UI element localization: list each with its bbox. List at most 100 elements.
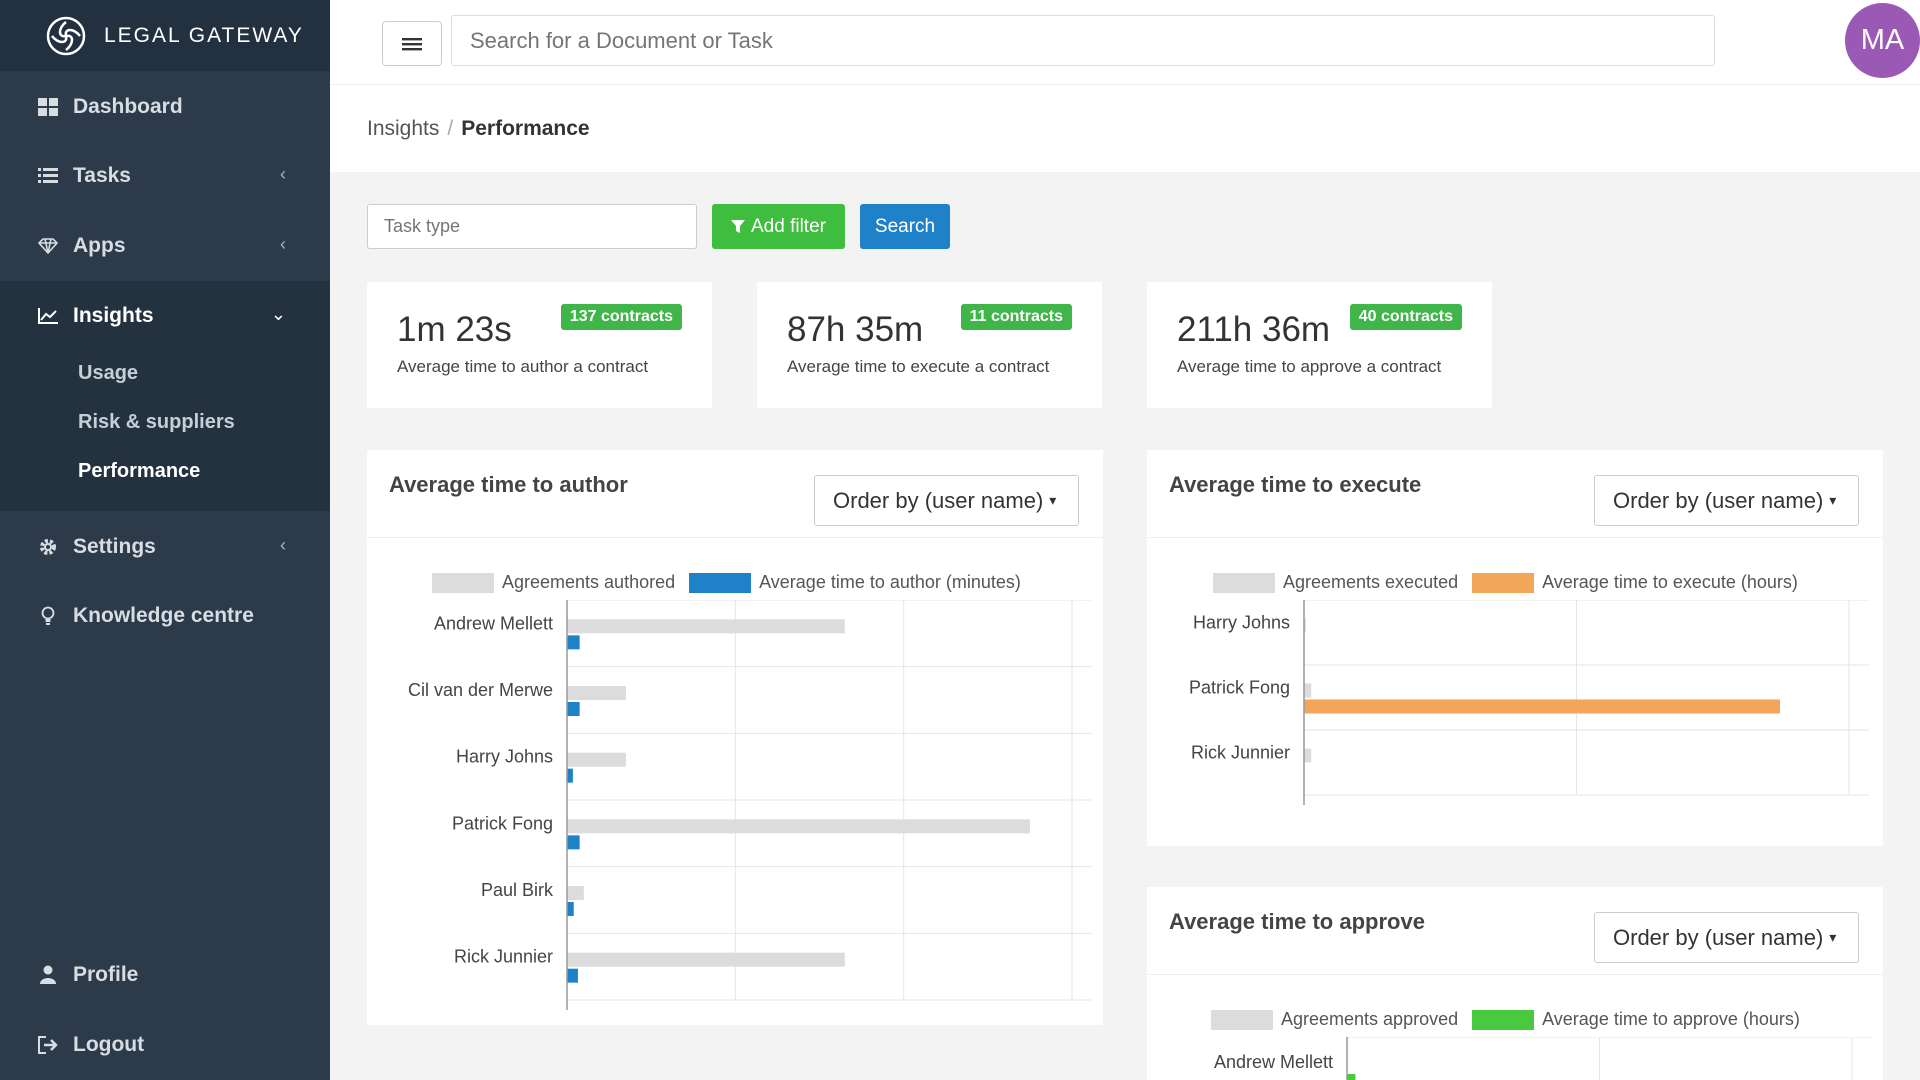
category-label: Harry Johns <box>1193 613 1290 633</box>
nav-settings[interactable]: Settings ‹ <box>0 527 330 567</box>
order-by-dropdown[interactable]: Order by (user name) ▾ <box>1594 475 1859 526</box>
nav-settings-label: Settings <box>73 535 156 558</box>
breadcrumb: Insights / Performance <box>367 117 590 140</box>
bar-average-time-to-author-minutes- <box>567 635 580 650</box>
chart-legend: Agreements authored Average time to auth… <box>432 572 1035 593</box>
breadcrumb-bar: Insights / Performance <box>330 84 1920 172</box>
panel-author: Average time to author Order by (user na… <box>367 450 1103 1025</box>
hamburger-icon <box>402 37 422 50</box>
caret-down-icon: ▾ <box>1829 492 1837 508</box>
brand-name: LEGAL GATEWAY <box>104 23 304 47</box>
contracts-badge: 11 contracts <box>960 304 1072 330</box>
lightbulb-icon <box>37 605 59 627</box>
category-label: Cil van der Merwe <box>408 680 553 700</box>
nav-dashboard[interactable]: Dashboard <box>0 87 330 127</box>
caret-down-icon: ▾ <box>1829 929 1837 945</box>
bar-average-time-to-approve-hours- <box>1347 1074 1356 1080</box>
diamond-icon <box>37 235 59 257</box>
bar-average-time-to-author-minutes- <box>567 902 574 916</box>
dashboard-icon <box>37 96 59 118</box>
gear-icon <box>37 536 59 558</box>
stat-label: Average time to author a contract <box>397 357 649 376</box>
chevron-left-icon: ‹ <box>280 535 286 555</box>
bar-agreements-authored <box>567 752 626 767</box>
breadcrumb-current: Performance <box>461 117 590 140</box>
panel-title: Average time to approve <box>1169 909 1425 934</box>
contracts-badge: 40 contracts <box>1349 304 1462 330</box>
panel-title: Average time to author <box>389 472 628 497</box>
panel-approve: Average time to approve Order by (user n… <box>1147 887 1883 1080</box>
stat-card-approve: 211h 36m 40 contracts Average time to ap… <box>1147 282 1492 408</box>
category-label: Paul Birk <box>481 880 554 900</box>
category-label: Andrew Mellett <box>434 613 553 633</box>
order-by-label: Order by (user name) <box>833 487 1044 513</box>
line-chart-icon <box>37 305 59 327</box>
stat-card-author: 1m 23s 137 contracts Average time to aut… <box>367 282 712 408</box>
legend-label: Average time to execute (hours) <box>1542 572 1798 592</box>
bar-average-time-to-execute-hours- <box>1304 699 1780 714</box>
chevron-left-icon: ‹ <box>280 164 286 184</box>
chevron-left-icon: ‹ <box>280 234 286 254</box>
chevron-down-icon: ⌄ <box>270 304 286 324</box>
caret-down-icon: ▾ <box>1049 492 1057 508</box>
execute-chart: Harry Johns Patrick Fong Rick Junnier <box>1189 600 1869 805</box>
nav-knowledge-label: Knowledge centre <box>73 604 254 627</box>
hamburger-menu-button[interactable] <box>382 21 442 66</box>
bar-agreements-authored <box>567 886 584 900</box>
nav-usage[interactable]: Usage <box>78 362 139 384</box>
nav-apps-label: Apps <box>73 234 126 257</box>
filter-icon <box>731 219 745 233</box>
legend-label: Agreements executed <box>1283 572 1459 592</box>
list-icon <box>37 165 59 187</box>
category-label: Harry Johns <box>456 747 553 767</box>
stat-value: 87h 35m <box>787 310 924 349</box>
category-label: Rick Junnier <box>1191 743 1290 763</box>
user-icon <box>37 964 59 986</box>
bar-average-time-to-author-minutes- <box>567 768 573 783</box>
task-type-input[interactable] <box>367 204 697 249</box>
order-by-dropdown[interactable]: Order by (user name) ▾ <box>1594 912 1859 963</box>
chart-legend: Agreements executed Average time to exec… <box>1213 572 1812 593</box>
nav-risk-suppliers[interactable]: Risk & suppliers <box>78 411 235 433</box>
insights-group: Insights ⌄ Usage Risk & suppliers Perfor… <box>0 281 330 511</box>
nav-profile-label: Profile <box>73 963 139 986</box>
add-filter-button[interactable]: Add filter <box>712 204 845 249</box>
logout-icon <box>37 1034 59 1056</box>
nav-performance[interactable]: Performance <box>78 460 201 482</box>
legend-swatch <box>1472 1009 1535 1030</box>
legend-label: Agreements approved <box>1281 1009 1459 1029</box>
legend-label: Average time to author (minutes) <box>759 572 1021 592</box>
bar-average-time-to-author-minutes- <box>567 835 580 850</box>
stat-card-execute: 87h 35m 11 contracts Average time to exe… <box>757 282 1102 408</box>
order-by-dropdown[interactable]: Order by (user name) ▾ <box>814 475 1079 526</box>
nav-tasks[interactable]: Tasks ‹ <box>0 156 330 196</box>
stat-label: Average time to approve a contract <box>1177 357 1442 376</box>
bar-average-time-to-author-minutes- <box>567 702 580 716</box>
bar-average-time-to-author-minutes- <box>567 968 578 983</box>
nav-insights-label: Insights <box>73 304 154 327</box>
nav-profile[interactable]: Profile <box>0 955 330 995</box>
nav-insights[interactable]: Insights ⌄ <box>0 296 330 336</box>
nav-apps[interactable]: Apps ‹ <box>0 226 330 266</box>
search-input[interactable] <box>451 15 1715 66</box>
bar-agreements-executed <box>1304 748 1312 763</box>
sidebar: LEGAL GATEWAY Dashboard Tasks ‹ Apps ‹ I… <box>0 0 330 1080</box>
stat-label: Average time to execute a contract <box>787 357 1050 376</box>
brand-logo-icon <box>46 16 86 55</box>
brand[interactable]: LEGAL GATEWAY <box>0 0 330 71</box>
legend-label: Agreements authored <box>502 572 676 592</box>
category-label: Rick Junnier <box>454 947 553 967</box>
topbar: MA <box>330 0 1920 84</box>
avatar[interactable]: MA <box>1845 3 1920 78</box>
stat-value: 1m 23s <box>397 310 512 349</box>
search-button[interactable]: Search <box>860 204 950 249</box>
legend-swatch <box>432 572 494 593</box>
nav-knowledge-centre[interactable]: Knowledge centre <box>0 596 330 636</box>
bar-agreements-authored <box>567 952 845 967</box>
panel-execute: Average time to execute Order by (user n… <box>1147 450 1883 846</box>
nav-logout[interactable]: Logout <box>0 1025 330 1065</box>
breadcrumb-insights[interactable]: Insights <box>367 117 440 140</box>
category-label: Patrick Fong <box>452 813 553 833</box>
approve-chart: Andrew Mellett <box>1214 1037 1872 1080</box>
bar-agreements-authored <box>567 619 845 634</box>
